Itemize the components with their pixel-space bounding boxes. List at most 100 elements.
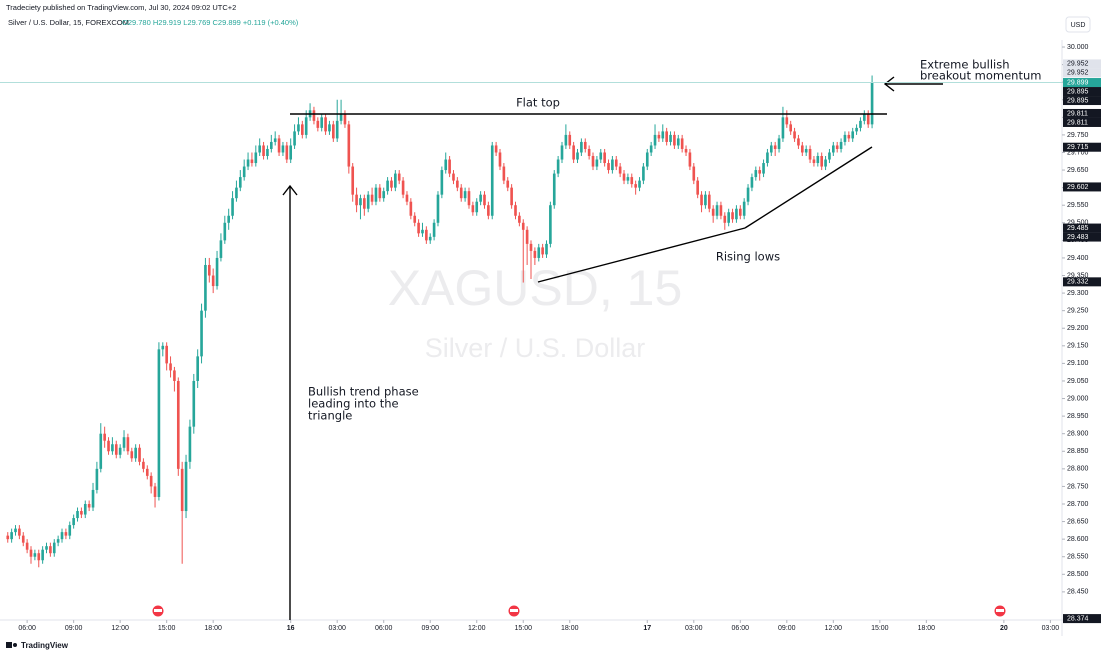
y-tick-label: 29.400 xyxy=(1067,255,1089,262)
y-tick-label: 29.700 xyxy=(1067,149,1089,156)
candle-body xyxy=(285,145,289,160)
event-icon-stripe xyxy=(154,609,162,612)
price-badge xyxy=(1063,142,1101,152)
candle-body xyxy=(320,117,324,128)
candle-body xyxy=(250,159,254,164)
candle-body xyxy=(769,145,773,153)
candle-body xyxy=(665,131,668,142)
candle-body xyxy=(626,177,630,181)
candle-body xyxy=(855,127,858,132)
x-tick-label: 18:00 xyxy=(561,625,579,632)
candle-body xyxy=(157,349,161,497)
y-tick-label: 28.450 xyxy=(1067,589,1089,596)
candle-body xyxy=(552,173,556,206)
candle-body xyxy=(262,145,265,156)
candle-body xyxy=(793,131,796,139)
candle-body xyxy=(851,131,855,139)
x-tick-label: 09:00 xyxy=(65,625,83,632)
candle-body xyxy=(673,134,676,146)
candle-body xyxy=(297,124,300,132)
candle-body xyxy=(277,138,281,153)
candle-body xyxy=(188,426,192,462)
y-tick-label: 29.500 xyxy=(1067,220,1089,227)
candle-body xyxy=(735,208,738,220)
candle-body xyxy=(281,145,285,153)
candle-body xyxy=(52,542,56,554)
candle-body xyxy=(661,131,665,139)
candle-body xyxy=(696,180,699,195)
candle-body xyxy=(820,156,824,167)
footer-logo xyxy=(6,642,17,648)
candle-body xyxy=(145,468,149,476)
breakout-arrow-head xyxy=(883,76,895,92)
candle-body xyxy=(502,166,506,181)
candle-body xyxy=(227,215,230,223)
candle-body xyxy=(529,243,533,251)
x-tick-label: 12:00 xyxy=(468,625,486,632)
candle-body xyxy=(417,222,420,234)
candle-body xyxy=(564,134,568,146)
candle-body xyxy=(707,194,711,209)
price-badge xyxy=(1063,277,1101,287)
candle-body xyxy=(103,433,106,441)
candle-body xyxy=(777,138,781,149)
candle-body xyxy=(130,451,134,459)
candle-body xyxy=(421,229,424,234)
candle-body xyxy=(483,194,486,206)
candle-body xyxy=(549,205,552,244)
annotation: Extreme bullish xyxy=(920,58,1010,72)
candle-body xyxy=(490,145,494,216)
candle-body xyxy=(859,120,862,128)
price-badge xyxy=(1063,68,1101,78)
y-tick-label: 29.750 xyxy=(1067,132,1089,139)
candle-body xyxy=(506,180,510,188)
candle-body xyxy=(692,166,696,181)
y-tick-label: 29.200 xyxy=(1067,325,1089,332)
candle-body xyxy=(568,134,572,146)
candle-body xyxy=(715,205,719,216)
event-icon-stripe xyxy=(510,609,518,612)
candle-body xyxy=(405,194,409,202)
candle-body xyxy=(653,134,657,146)
ohlc-readout: O29.780 H29.919 L29.769 C29.899 +0.119 (… xyxy=(122,18,299,27)
candle-body xyxy=(332,124,335,139)
candle-body xyxy=(242,166,246,178)
candle-body xyxy=(436,194,440,223)
candle-body xyxy=(580,141,583,153)
candle-body xyxy=(324,117,327,132)
candle-body xyxy=(828,152,831,160)
candle-body xyxy=(37,553,41,561)
candle-body xyxy=(727,212,730,223)
y-tick-label: 28.800 xyxy=(1067,466,1089,473)
candles xyxy=(6,75,874,568)
annotation: Rising lows xyxy=(716,250,780,264)
price-badge-label: 29.895 xyxy=(1067,88,1089,95)
candle-body xyxy=(866,113,870,125)
y-tick-label: 29.000 xyxy=(1067,395,1089,402)
watermark-symbol: XAGUSD, 15 xyxy=(388,260,683,316)
candle-body xyxy=(293,131,296,146)
price-badge xyxy=(1063,108,1101,118)
price-badge-label: 29.485 xyxy=(1067,225,1089,232)
candle-body xyxy=(428,236,432,241)
y-tick-label: 29.350 xyxy=(1067,272,1089,279)
candle-body xyxy=(169,363,172,371)
currency-box[interactable] xyxy=(1065,16,1091,33)
candle-body xyxy=(223,222,227,241)
candle-body xyxy=(176,380,180,469)
price-badge xyxy=(1063,117,1101,127)
y-tick-label: 28.700 xyxy=(1067,501,1089,508)
candle-body xyxy=(49,546,52,554)
candle-body xyxy=(781,117,785,139)
currency[interactable]: USD xyxy=(1071,22,1086,29)
candle-body xyxy=(401,180,405,195)
candle-body xyxy=(572,145,575,160)
annotation: breakout momentum xyxy=(920,69,1041,83)
price-badge-label: 29.899 xyxy=(1067,79,1089,86)
candle-body xyxy=(359,198,362,206)
trend-arrow-head xyxy=(282,184,298,196)
candle-body xyxy=(591,156,595,167)
candle-body xyxy=(409,201,413,216)
candle-body xyxy=(347,124,351,167)
candle-body xyxy=(514,205,517,216)
